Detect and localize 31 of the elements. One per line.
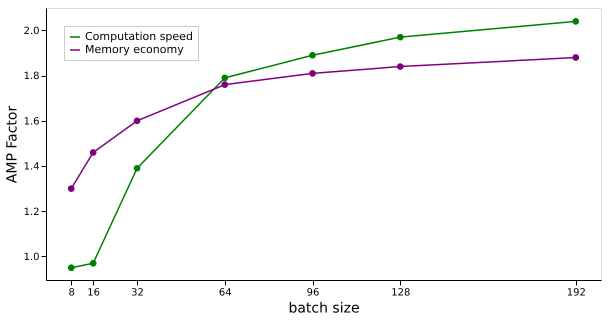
- point: [221, 74, 228, 82]
- x-tick-label: 192: [566, 288, 586, 298]
- x-tick-label: 8: [68, 288, 75, 298]
- point: [572, 54, 580, 61]
- point: [396, 63, 404, 70]
- y-tick-label: 1.0: [24, 252, 40, 263]
- point: [572, 18, 580, 25]
- y-axis-title: AMP Factor: [4, 106, 21, 184]
- legend-label: Computation speed: [85, 30, 193, 43]
- point: [134, 117, 140, 124]
- point: [68, 264, 75, 272]
- point: [396, 34, 404, 41]
- y-tick-label: 1.6: [24, 116, 40, 128]
- x-tick-label: 32: [131, 288, 144, 298]
- y-tick-label: 1.8: [24, 71, 40, 82]
- y-tick-label: 2.0: [24, 26, 40, 37]
- point: [90, 260, 97, 267]
- x-tick-label: 96: [306, 288, 320, 298]
- y-tick-label: 1.2: [24, 206, 40, 218]
- x-axis-title: batch size: [288, 300, 360, 316]
- y-tick-label: 1.4: [24, 162, 40, 173]
- point: [309, 52, 316, 59]
- point: [309, 70, 316, 77]
- x-tick-label: 64: [218, 288, 232, 298]
- point: [221, 81, 228, 88]
- x-tick-label: 128: [391, 288, 410, 298]
- point: [90, 149, 97, 156]
- legend-label: Memory economy: [85, 43, 184, 56]
- x-tick-label: 16: [87, 288, 100, 298]
- point: [68, 185, 75, 192]
- point: [134, 164, 140, 172]
